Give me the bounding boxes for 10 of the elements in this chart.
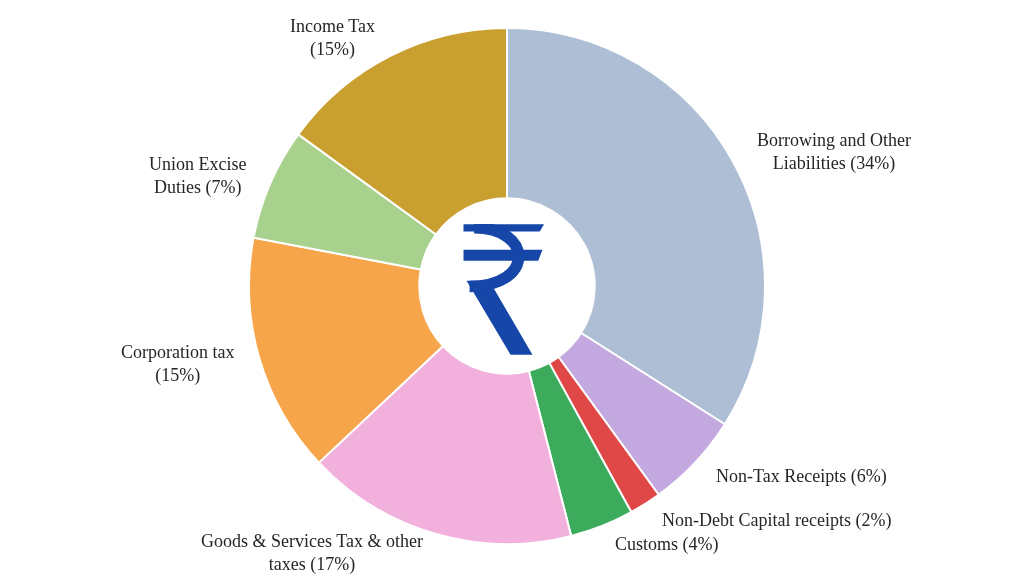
slice-label: Non-Tax Receipts (6%) [716,466,887,487]
slice-label: Corporation tax [121,342,235,362]
slice-label: Income Tax [290,16,375,36]
slice-label: Customs (4%) [615,534,719,555]
slice-label: Goods & Services Tax & other taxes (17%) [201,531,423,576]
slice-label: Borrowing and Other Liabilities (34%) [757,130,911,175]
data-label: (15%) [309,39,355,61]
data-label: (15%) [155,365,201,387]
slice-label: Union Excise Duties (7%) [149,154,247,199]
slice-label: Non-Debt Capital receipts (2%) [662,510,892,531]
